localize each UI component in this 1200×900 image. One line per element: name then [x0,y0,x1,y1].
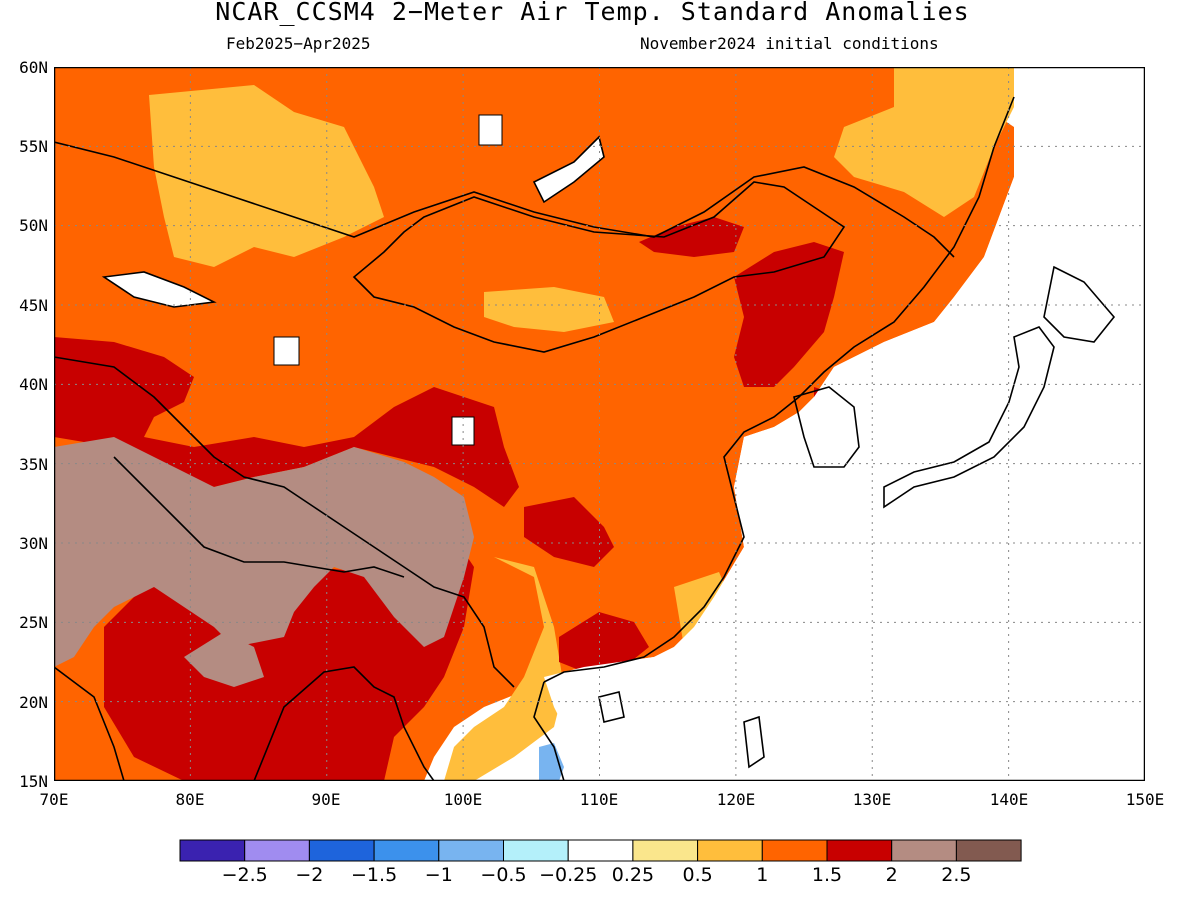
colorbar-label: 2.5 [941,864,972,886]
korea-outline [793,386,860,468]
lake-khovsgol [478,114,503,146]
anomaly-1.5-to-2-central-asia [54,337,519,507]
lat-label-40n: 40N [19,375,48,394]
hokkaido-outline [1043,265,1116,343]
lon-label-90e: 90E [311,790,341,809]
colorbar-label: −0.25 [539,864,598,886]
lat-label-20n: 20N [19,693,48,712]
map-title: NCAR_CCSM4 2−Meter Air Temp. Standard An… [215,0,970,26]
lon-label-110e: 110E [579,790,619,809]
colorbar-swatch [438,839,504,862]
colorbar-swatch [697,839,763,862]
colorbar-label: 0.25 [611,864,655,886]
colorbar-swatch [308,839,375,862]
colorbar-swatch [632,839,699,862]
island-taiwan [743,715,765,769]
colorbar-swatch [503,839,569,862]
anomaly-map [54,67,1145,781]
lat-label-35n: 35N [19,455,48,474]
lon-label-100e: 100E [443,790,483,809]
colorbar-label: −1.5 [351,864,398,886]
colorbar-label: 1.5 [811,864,843,886]
anomaly-1.5-to-2-south-china [524,497,614,567]
colorbar-swatch [244,839,310,862]
anomaly-negative-vietnam [539,743,564,781]
anomaly-0.5-to-1-mongolia [484,287,614,332]
colorbar-swatch [761,839,828,862]
border-india-north [113,456,405,578]
anomaly-2-to-2.5-tibet [54,437,474,667]
coastline-indochina [533,681,565,781]
lake-baikal [532,135,605,204]
lake-issyk-kul [273,336,300,366]
border-mongolia [352,181,846,353]
border-china-west [54,356,515,688]
island-hainan [598,691,625,723]
colorbar-swatch [373,839,440,862]
colorbar-label: −1 [424,864,453,886]
lat-label-50n: 50N [19,216,48,235]
colorbar-swatch [826,839,893,862]
colorbar-swatch [179,839,246,862]
lake-balkhash [101,271,217,308]
colorbar-label: −0.5 [480,864,527,886]
colorbar-swatch [891,839,957,862]
colorbar-label: −2 [295,864,324,886]
lat-label-25n: 25N [19,613,48,632]
colorbar-label: 0.5 [682,864,713,886]
lon-label-130e: 130E [852,790,892,809]
colorbar-label: 1 [756,864,769,886]
lat-label-15n: 15N [19,772,48,791]
anomaly-0.5-to-1-indochina [444,557,564,781]
lon-label-150e: 150E [1125,790,1165,809]
anomaly-2-to-2.5-india-north [184,632,264,687]
colorbar [179,839,1022,862]
grid-lines [54,67,1145,781]
coastline-china [543,96,1015,683]
anomaly-1.5-to-2-mongolia-north [639,217,744,257]
lon-label-120e: 120E [716,790,756,809]
lon-label-140e: 140E [989,790,1029,809]
coastline-bay-bengal [253,666,435,781]
colorbar-swatch [955,839,1022,862]
lon-label-70e: 70E [39,790,69,809]
anomaly-1.5-to-2-northeast-china [734,242,844,387]
colorbar-swatch [567,839,634,862]
ocean-region [544,67,1145,781]
forecast-period: Feb2025−Apr2025 [226,34,371,53]
anomaly-0.5-to-1-northeast [834,67,1014,217]
map-canvas [54,67,1145,781]
lat-label-30n: 30N [19,534,48,553]
border-russia [54,141,955,258]
anomaly-1.5-to-2-guangxi [559,612,649,672]
coastline-india [54,666,125,781]
anomaly-0.5-to-1-north [149,85,384,267]
lat-label-55n: 55N [19,137,48,156]
japan-outline [883,326,1055,509]
initial-conditions: November2024 initial conditions [640,34,939,53]
lat-label-45n: 45N [19,296,48,315]
colorbar-label: −2.5 [221,864,268,886]
colorbar-label: 2 [885,864,898,886]
lat-label-60n: 60N [19,58,48,77]
lon-label-80e: 80E [175,790,205,809]
